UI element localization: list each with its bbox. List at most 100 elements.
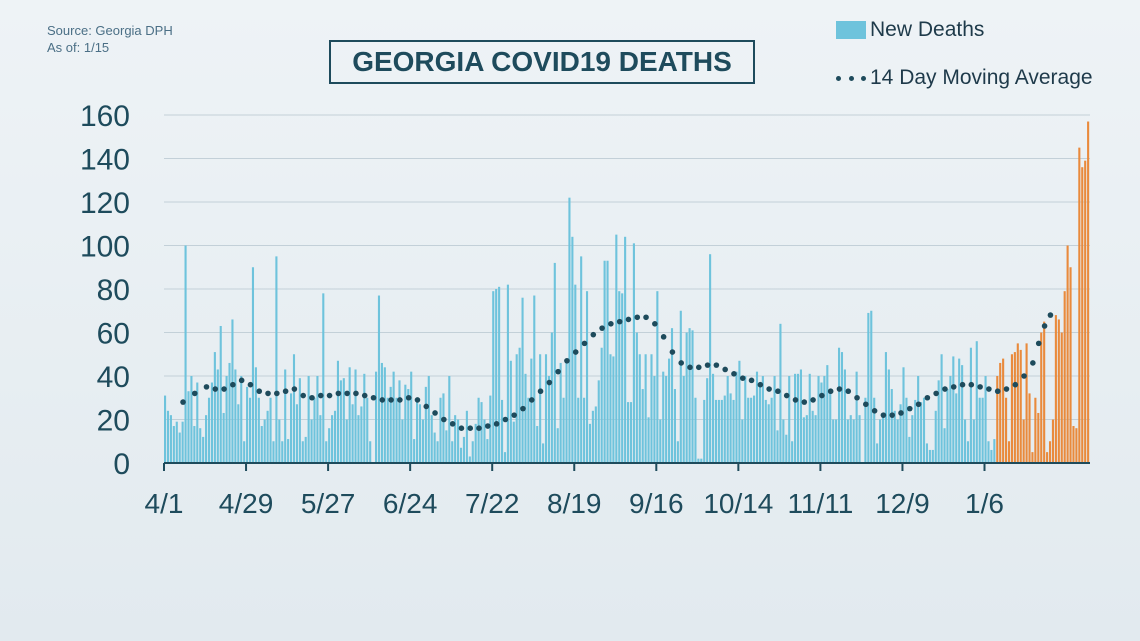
bar xyxy=(884,352,887,463)
bar xyxy=(873,397,876,463)
bar xyxy=(840,352,844,463)
y-tick-label: 100 xyxy=(80,231,130,264)
bar xyxy=(835,419,838,463)
moving-average-point xyxy=(959,381,966,388)
bar xyxy=(407,389,410,463)
bar xyxy=(328,428,331,463)
moving-average-point xyxy=(370,394,377,401)
bar xyxy=(931,449,934,463)
bar xyxy=(826,365,829,463)
bar xyxy=(1060,332,1063,463)
bar xyxy=(237,404,240,463)
bar xyxy=(632,243,635,463)
bar xyxy=(597,380,600,463)
bar xyxy=(603,260,606,463)
moving-average-point xyxy=(889,412,895,418)
moving-average-point xyxy=(1047,312,1054,318)
x-tick-label: 8/19 xyxy=(547,488,602,519)
bar xyxy=(421,419,424,463)
moving-average-point xyxy=(230,381,236,388)
bar xyxy=(492,291,495,463)
bar xyxy=(580,256,583,463)
bar xyxy=(389,386,392,463)
y-tick-label: 140 xyxy=(80,144,130,177)
moving-average-point xyxy=(704,362,711,368)
bar xyxy=(711,373,715,463)
bar xyxy=(313,397,316,463)
moving-average-point xyxy=(326,392,333,399)
bar xyxy=(254,367,257,463)
moving-average-point xyxy=(291,386,298,392)
bar xyxy=(665,376,668,463)
chart-title-box: GEORGIA COVID19 DEATHS xyxy=(329,40,755,84)
bar xyxy=(638,354,641,463)
moving-average-point xyxy=(880,412,887,418)
moving-average-point xyxy=(1012,381,1019,388)
bar xyxy=(351,404,354,463)
moving-average-point xyxy=(827,388,834,395)
bar xyxy=(430,415,433,463)
bar xyxy=(527,397,530,463)
bar xyxy=(571,236,574,463)
bar xyxy=(1025,343,1028,463)
bar xyxy=(231,319,234,463)
moving-average-point xyxy=(898,410,904,416)
bar xyxy=(404,384,407,463)
moving-average-point xyxy=(986,386,992,392)
bar xyxy=(808,373,811,463)
bar xyxy=(799,369,803,463)
bar xyxy=(876,443,879,463)
legend: New Deaths 14 Day Moving Average xyxy=(836,16,1093,112)
bar xyxy=(345,419,348,463)
moving-average-point xyxy=(1035,340,1042,347)
bar xyxy=(336,360,340,463)
bar xyxy=(216,369,219,463)
bar xyxy=(937,380,940,463)
bar xyxy=(439,397,442,463)
bar xyxy=(644,354,647,463)
bar xyxy=(1022,419,1025,463)
bar xyxy=(480,402,483,463)
moving-average-point xyxy=(467,425,474,432)
moving-average-point xyxy=(590,331,597,338)
bar xyxy=(920,402,923,463)
bar xyxy=(691,330,694,463)
y-tick-label: 40 xyxy=(97,361,130,394)
bar xyxy=(533,295,536,463)
bar xyxy=(468,456,471,463)
bar xyxy=(887,369,890,463)
bar xyxy=(802,417,805,463)
moving-average-point xyxy=(388,397,394,403)
bar xyxy=(278,419,281,463)
bar xyxy=(1031,452,1034,463)
moving-average-point xyxy=(555,368,561,375)
moving-average-point xyxy=(819,392,825,399)
bar xyxy=(627,402,630,463)
x-tick-label: 12/9 xyxy=(875,488,930,519)
bar xyxy=(814,415,817,463)
bar xyxy=(670,328,674,463)
bar xyxy=(416,397,419,463)
moving-average-point xyxy=(397,397,403,403)
bar xyxy=(471,441,474,463)
legend-label-new-deaths: New Deaths xyxy=(870,18,985,41)
moving-average-point xyxy=(441,416,447,423)
bar xyxy=(559,362,562,463)
bar xyxy=(392,371,395,463)
bar xyxy=(922,397,926,463)
bar xyxy=(770,397,773,463)
bar xyxy=(785,434,788,463)
bar xyxy=(260,426,263,463)
bar xyxy=(1007,441,1011,463)
bar xyxy=(1019,349,1022,463)
bar xyxy=(333,410,337,463)
bar xyxy=(796,373,800,463)
moving-average-point xyxy=(274,390,280,397)
bar xyxy=(668,358,671,463)
bar xyxy=(219,325,222,463)
bar xyxy=(553,262,556,463)
moving-average-point xyxy=(757,381,764,388)
moving-average-point xyxy=(994,388,1001,395)
bar xyxy=(202,436,205,463)
